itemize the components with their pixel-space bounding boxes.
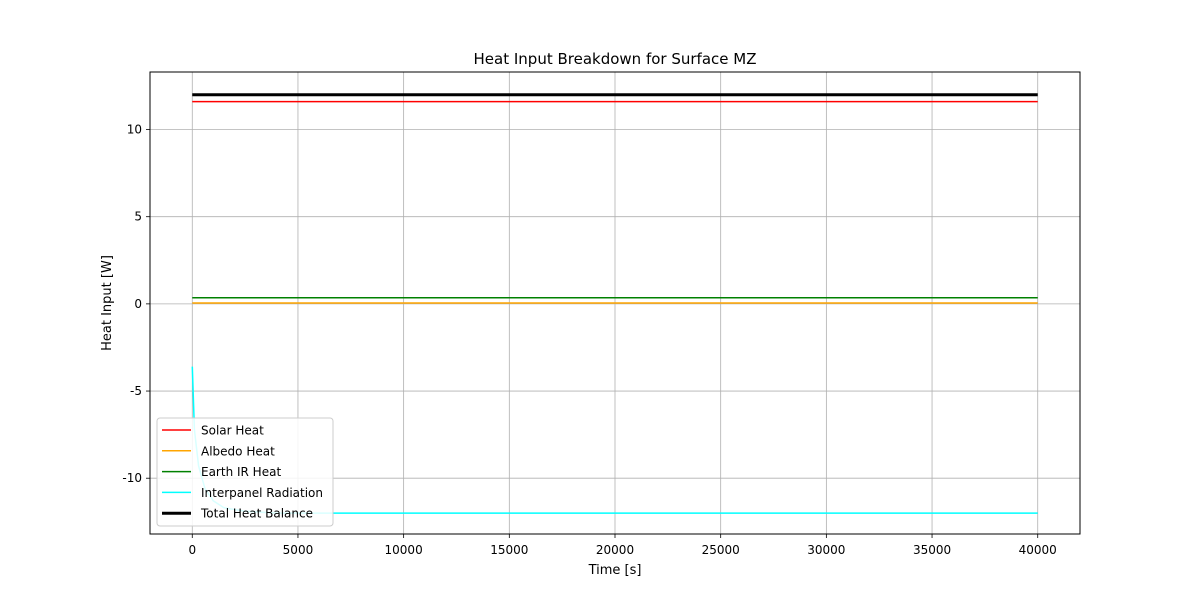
- legend-label-albedo-heat: Albedo Heat: [201, 444, 275, 458]
- legend-label-solar-heat: Solar Heat: [201, 424, 264, 438]
- legend-label-total-heat-balance: Total Heat Balance: [200, 507, 313, 521]
- y-tick-label: -10: [122, 471, 142, 485]
- x-tick-label: 30000: [807, 543, 845, 557]
- x-tick-label: 35000: [913, 543, 951, 557]
- y-tick-label: 10: [127, 123, 142, 137]
- legend-box: [156, 417, 334, 527]
- x-tick-label: 25000: [702, 543, 740, 557]
- legend: Solar Heat Albedo Heat Earth IR Heat Interp…: [156, 417, 334, 527]
- x-tick-label: 0: [188, 543, 196, 557]
- x-tick-label: 15000: [490, 543, 528, 557]
- legend-label-earth-ir-heat: Earth IR Heat: [201, 465, 281, 479]
- x-tick-label: 40000: [1019, 543, 1057, 557]
- x-tick-label: 10000: [385, 543, 423, 557]
- x-axis-label: Time [s]: [588, 563, 642, 578]
- y-tick-label: 5: [134, 210, 142, 224]
- y-tick-label: 0: [134, 297, 142, 311]
- y-axis-label: Heat Input [W]: [100, 255, 115, 351]
- chart-title: Heat Input Breakdown for Surface MZ: [474, 50, 757, 68]
- legend-label-interpanel-radiation: Interpanel Radiation: [201, 486, 323, 500]
- y-tick-label: -5: [130, 384, 142, 398]
- y-axis-ticks: -10 -5 0 5 10: [122, 123, 150, 485]
- x-tick-label: 5000: [283, 543, 314, 557]
- x-tick-label: 20000: [596, 543, 634, 557]
- x-axis-ticks: 0 5000 10000 15000 20000 25000 30000 35000 40000: [188, 534, 1057, 557]
